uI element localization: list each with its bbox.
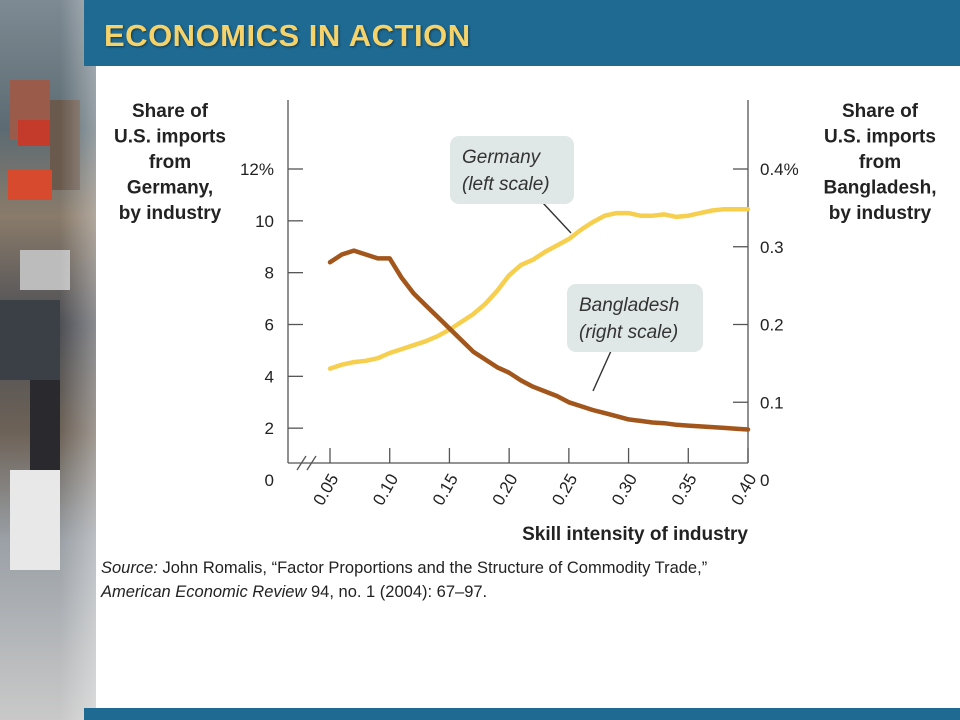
x-tick-label: 0.10 (369, 471, 402, 509)
left-axis-title-line: from (149, 152, 191, 173)
left-tick-label: 6 (265, 316, 274, 335)
right-tick-label: 0.4% (760, 160, 799, 179)
header-bar (84, 0, 960, 66)
bangladesh-series-line (327, 248, 751, 432)
germany-series-line (327, 206, 751, 371)
left-tick-label: 10 (255, 212, 274, 231)
right-axis-title-line: Share of (842, 101, 919, 122)
right-tick-label: 0.1 (760, 393, 784, 412)
axis-break-mark (296, 455, 317, 471)
bangladesh-series-label: Bangladesh (right scale) (567, 284, 703, 392)
right-tick-label: 0.3 (760, 238, 784, 257)
left-tick-label: 4 (265, 367, 274, 386)
footer-bar (84, 708, 960, 720)
x-tick-label: 0.40 (727, 471, 760, 509)
photo-fade-overlay (60, 0, 280, 720)
left-tick-label: 2 (265, 419, 274, 438)
source-text: John Romalis, “Factor Proportions and th… (157, 559, 708, 577)
source-journal: American Economic Review (101, 583, 307, 601)
left-axis-title: Share of U.S. imports from Germany, by indus… (114, 101, 226, 224)
right-axis-title-line: from (859, 152, 901, 173)
source-citation: Source: John Romalis, “Factor Proportion… (101, 556, 801, 604)
bangladesh-label-name: Bangladesh (579, 295, 679, 316)
x-tick-label: 0.35 (668, 471, 701, 509)
right-axis-title-line: Bangladesh, (824, 178, 937, 199)
right-axis-title-line: U.S. imports (824, 127, 936, 148)
x-tick-label: 0.25 (548, 471, 581, 509)
right-axis-title: Share of U.S. imports from Bangladesh, by in… (824, 101, 937, 224)
left-tick-label: 12% (240, 160, 274, 179)
page-title: ECONOMICS IN ACTION (104, 18, 471, 53)
source-label: Source: (101, 559, 158, 577)
x-tick-label: 0.30 (608, 471, 641, 509)
x-tick-label: 0.05 (309, 471, 342, 509)
bangladesh-label-scale: (right scale) (579, 322, 678, 343)
germany-label-scale: (left scale) (462, 174, 550, 195)
germany-series-label: Germany (left scale) (450, 136, 574, 234)
right-tick-label: 0.2 (760, 316, 784, 335)
x-tick-label: 0.15 (429, 471, 462, 509)
left-axis-title-line: by industry (119, 203, 222, 224)
right-tick-label: 0 (760, 471, 769, 490)
left-axis-title-line: Germany, (127, 178, 213, 199)
left-tick-label: 0 (265, 471, 274, 490)
x-tick-label: 0.20 (489, 471, 522, 509)
left-tick-label: 8 (265, 264, 274, 283)
right-axis-title-line: by industry (829, 203, 932, 224)
x-axis-title: Skill intensity of industry (522, 524, 748, 545)
germany-label-name: Germany (462, 147, 542, 168)
left-axis-title-line: U.S. imports (114, 127, 226, 148)
left-axis-title-line: Share of (132, 101, 209, 122)
source-citation-details: 94, no. 1 (2004): 67–97. (306, 583, 488, 601)
